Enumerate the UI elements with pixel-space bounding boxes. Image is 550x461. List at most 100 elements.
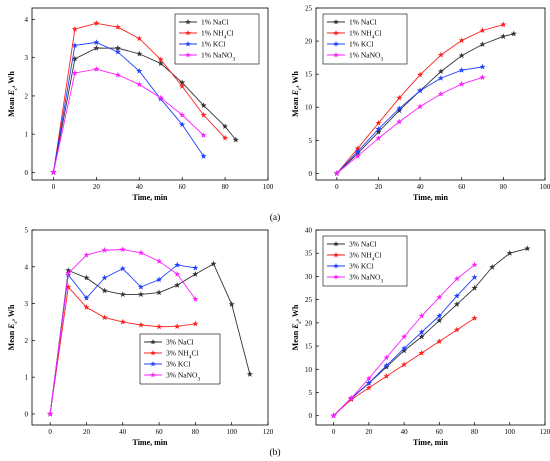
x-tick-label: 0 <box>335 183 339 191</box>
x-tick-label: 100 <box>540 183 550 191</box>
data-point <box>200 153 207 159</box>
data-point <box>179 79 186 86</box>
chart-panel-2: 0 20 40 60 80 100 0 5 10 15 20 25 Time, min Mean Ec, … <box>291 5 550 203</box>
plot-frame <box>31 7 269 181</box>
data-point <box>375 125 382 132</box>
data-point <box>200 102 207 109</box>
legend-label: 1% NaNO3 <box>201 51 235 63</box>
data-point <box>119 291 126 297</box>
x-tick-label: 20 <box>93 183 101 191</box>
y-tick-label: 3 <box>25 54 29 62</box>
x-tick-label: 60 <box>436 428 444 436</box>
x-tick-label: 100 <box>226 428 237 436</box>
data-point <box>119 318 126 325</box>
data-point <box>354 152 361 159</box>
y-tick-label: 5 <box>25 227 29 235</box>
data-point <box>524 245 531 252</box>
data-point <box>510 30 517 37</box>
data-point <box>156 258 163 264</box>
data-point <box>401 361 408 368</box>
data-point <box>458 52 465 59</box>
data-point <box>101 314 108 321</box>
data-point <box>179 111 186 118</box>
data-point <box>396 107 403 114</box>
x-tick-label: 0 <box>48 428 52 436</box>
data-point <box>437 51 444 58</box>
y-tick-label: 20 <box>305 319 313 327</box>
plot-frame <box>31 229 269 426</box>
data-point <box>200 111 207 118</box>
y-tick-label: 15 <box>305 343 313 351</box>
legend-label: 3% NaNO3 <box>349 273 383 285</box>
legend-marker <box>150 361 156 367</box>
data-point <box>330 412 337 419</box>
data-point <box>417 87 424 94</box>
x-axis-title: Time, min <box>133 193 169 202</box>
data-point <box>119 265 126 272</box>
data-point <box>47 410 54 417</box>
data-point <box>192 264 199 271</box>
x-tick-label: 40 <box>136 183 144 191</box>
data-point <box>246 371 253 377</box>
data-point <box>453 292 460 299</box>
legend-label: 1% NaCl <box>349 18 377 27</box>
data-point <box>114 23 121 30</box>
data-point <box>232 136 239 143</box>
data-point <box>136 81 143 88</box>
data-point <box>101 274 108 281</box>
data-point <box>436 312 443 319</box>
data-point <box>471 284 478 291</box>
y-tick-label: 10 <box>305 104 313 112</box>
data-point <box>396 94 403 101</box>
plot-frame <box>315 7 546 181</box>
data-point <box>65 267 72 274</box>
data-point <box>137 291 144 297</box>
data-point <box>179 83 186 89</box>
data-point <box>174 270 181 277</box>
data-point <box>436 317 443 324</box>
legend-marker <box>185 19 191 25</box>
legend-label: 3% NaNO3 <box>166 371 200 383</box>
data-point <box>489 263 496 270</box>
legend-label: 3% KCl <box>166 360 190 369</box>
data-point <box>192 295 199 302</box>
data-point <box>174 281 181 288</box>
legend-marker <box>150 339 156 345</box>
data-point <box>436 338 443 345</box>
x-tick-label: 80 <box>471 428 479 436</box>
data-point <box>333 170 340 176</box>
data-point <box>156 276 163 283</box>
y-tick-label: 20 <box>305 38 313 46</box>
legend-label: 1% NH4Cl <box>201 29 234 41</box>
x-tick-label: 120 <box>263 428 274 436</box>
series-line-3 <box>53 41 205 173</box>
chart-panel-1: 0 20 40 60 80 100 0 1 2 3 4 Time, min Mean Ec, Wh 1% … <box>7 7 274 202</box>
x-tick-label: 40 <box>417 183 425 191</box>
legend-marker <box>333 263 339 269</box>
data-point <box>365 380 372 386</box>
x-tick-label: 100 <box>263 183 274 191</box>
data-point <box>114 71 121 78</box>
data-point <box>437 90 444 97</box>
y-axis-title: Mean Ec, Wh <box>291 304 303 350</box>
data-point <box>114 48 121 55</box>
data-point <box>65 283 72 290</box>
data-point <box>119 246 126 253</box>
data-point <box>83 251 90 258</box>
data-point <box>396 105 403 112</box>
legend-marker <box>333 52 339 58</box>
data-point <box>174 261 181 268</box>
y-axis-title: Mean Ec, Wh <box>7 71 19 117</box>
data-point <box>458 37 465 43</box>
data-point <box>500 21 507 28</box>
data-point <box>65 270 72 276</box>
data-point <box>375 119 382 126</box>
data-point <box>179 121 186 128</box>
data-point <box>383 354 390 361</box>
legend-marker <box>150 372 156 378</box>
y-tick-label: 25 <box>305 296 313 304</box>
data-point <box>396 118 403 125</box>
legend-label: 1% NH4Cl <box>349 29 382 41</box>
data-point <box>365 375 372 382</box>
